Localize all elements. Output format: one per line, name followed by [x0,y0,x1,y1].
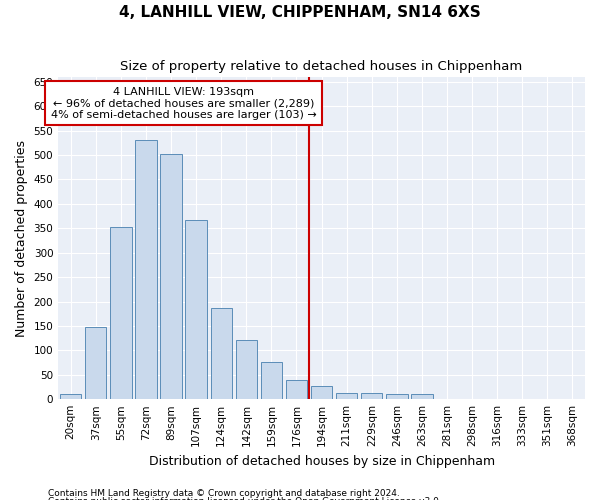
Bar [311,386,332,399]
Text: Contains HM Land Registry data © Crown copyright and database right 2024.: Contains HM Land Registry data © Crown c… [48,488,400,498]
Bar [60,394,82,399]
Text: 4 LANHILL VIEW: 193sqm
← 96% of detached houses are smaller (2,289)
4% of semi-d: 4 LANHILL VIEW: 193sqm ← 96% of detached… [51,86,316,120]
Bar [361,394,382,399]
Text: Contains public sector information licensed under the Open Government Licence v3: Contains public sector information licen… [48,498,442,500]
Bar [261,362,282,399]
Bar [336,394,358,399]
Bar [185,220,207,399]
Bar [386,394,407,399]
Bar [211,308,232,399]
Bar [411,394,433,399]
Bar [286,380,307,399]
Text: 4, LANHILL VIEW, CHIPPENHAM, SN14 6XS: 4, LANHILL VIEW, CHIPPENHAM, SN14 6XS [119,5,481,20]
X-axis label: Distribution of detached houses by size in Chippenham: Distribution of detached houses by size … [149,454,494,468]
Y-axis label: Number of detached properties: Number of detached properties [15,140,28,336]
Title: Size of property relative to detached houses in Chippenham: Size of property relative to detached ho… [121,60,523,73]
Bar [160,154,182,399]
Bar [136,140,157,399]
Bar [110,227,131,399]
Bar [236,340,257,399]
Bar [85,327,106,399]
